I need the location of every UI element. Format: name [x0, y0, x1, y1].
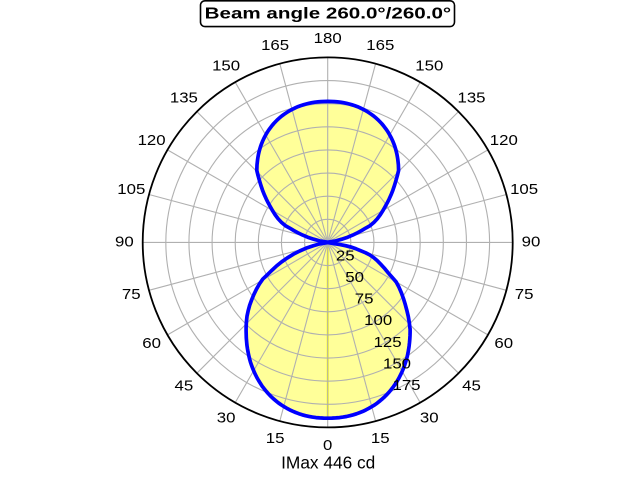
svg-text:175: 175 [393, 378, 421, 394]
svg-text:60: 60 [494, 336, 513, 352]
svg-text:100: 100 [364, 313, 392, 329]
svg-text:165: 165 [366, 38, 394, 54]
svg-text:IMax 446 cd: IMax 446 cd [281, 453, 375, 473]
svg-text:150: 150 [383, 356, 411, 372]
svg-text:60: 60 [142, 336, 161, 352]
svg-text:150: 150 [415, 58, 443, 74]
svg-text:120: 120 [138, 133, 166, 149]
svg-text:15: 15 [371, 431, 390, 447]
svg-text:75: 75 [122, 287, 141, 303]
svg-text:75: 75 [515, 287, 534, 303]
svg-text:125: 125 [374, 335, 402, 351]
svg-text:50: 50 [345, 270, 364, 286]
svg-text:120: 120 [490, 133, 518, 149]
svg-text:30: 30 [217, 411, 236, 427]
svg-text:135: 135 [458, 91, 486, 107]
svg-text:150: 150 [212, 58, 240, 74]
svg-text:180: 180 [314, 31, 342, 47]
svg-text:105: 105 [510, 182, 538, 198]
svg-text:105: 105 [117, 182, 145, 198]
svg-text:25: 25 [336, 249, 355, 265]
svg-text:165: 165 [261, 38, 289, 54]
svg-text:75: 75 [355, 292, 374, 308]
svg-text:0: 0 [323, 438, 332, 454]
svg-text:135: 135 [170, 91, 198, 107]
svg-text:15: 15 [266, 431, 285, 447]
svg-text:30: 30 [420, 411, 439, 427]
svg-text:45: 45 [462, 378, 481, 394]
svg-text:Beam angle 260.0°/260.0°: Beam angle 260.0°/260.0° [205, 5, 452, 22]
svg-text:45: 45 [175, 378, 194, 394]
svg-text:90: 90 [115, 235, 134, 251]
svg-text:90: 90 [522, 235, 541, 251]
